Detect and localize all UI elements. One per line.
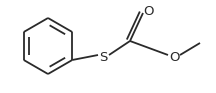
Text: O: O bbox=[169, 50, 179, 64]
Text: O: O bbox=[143, 4, 153, 17]
Text: S: S bbox=[99, 50, 107, 64]
